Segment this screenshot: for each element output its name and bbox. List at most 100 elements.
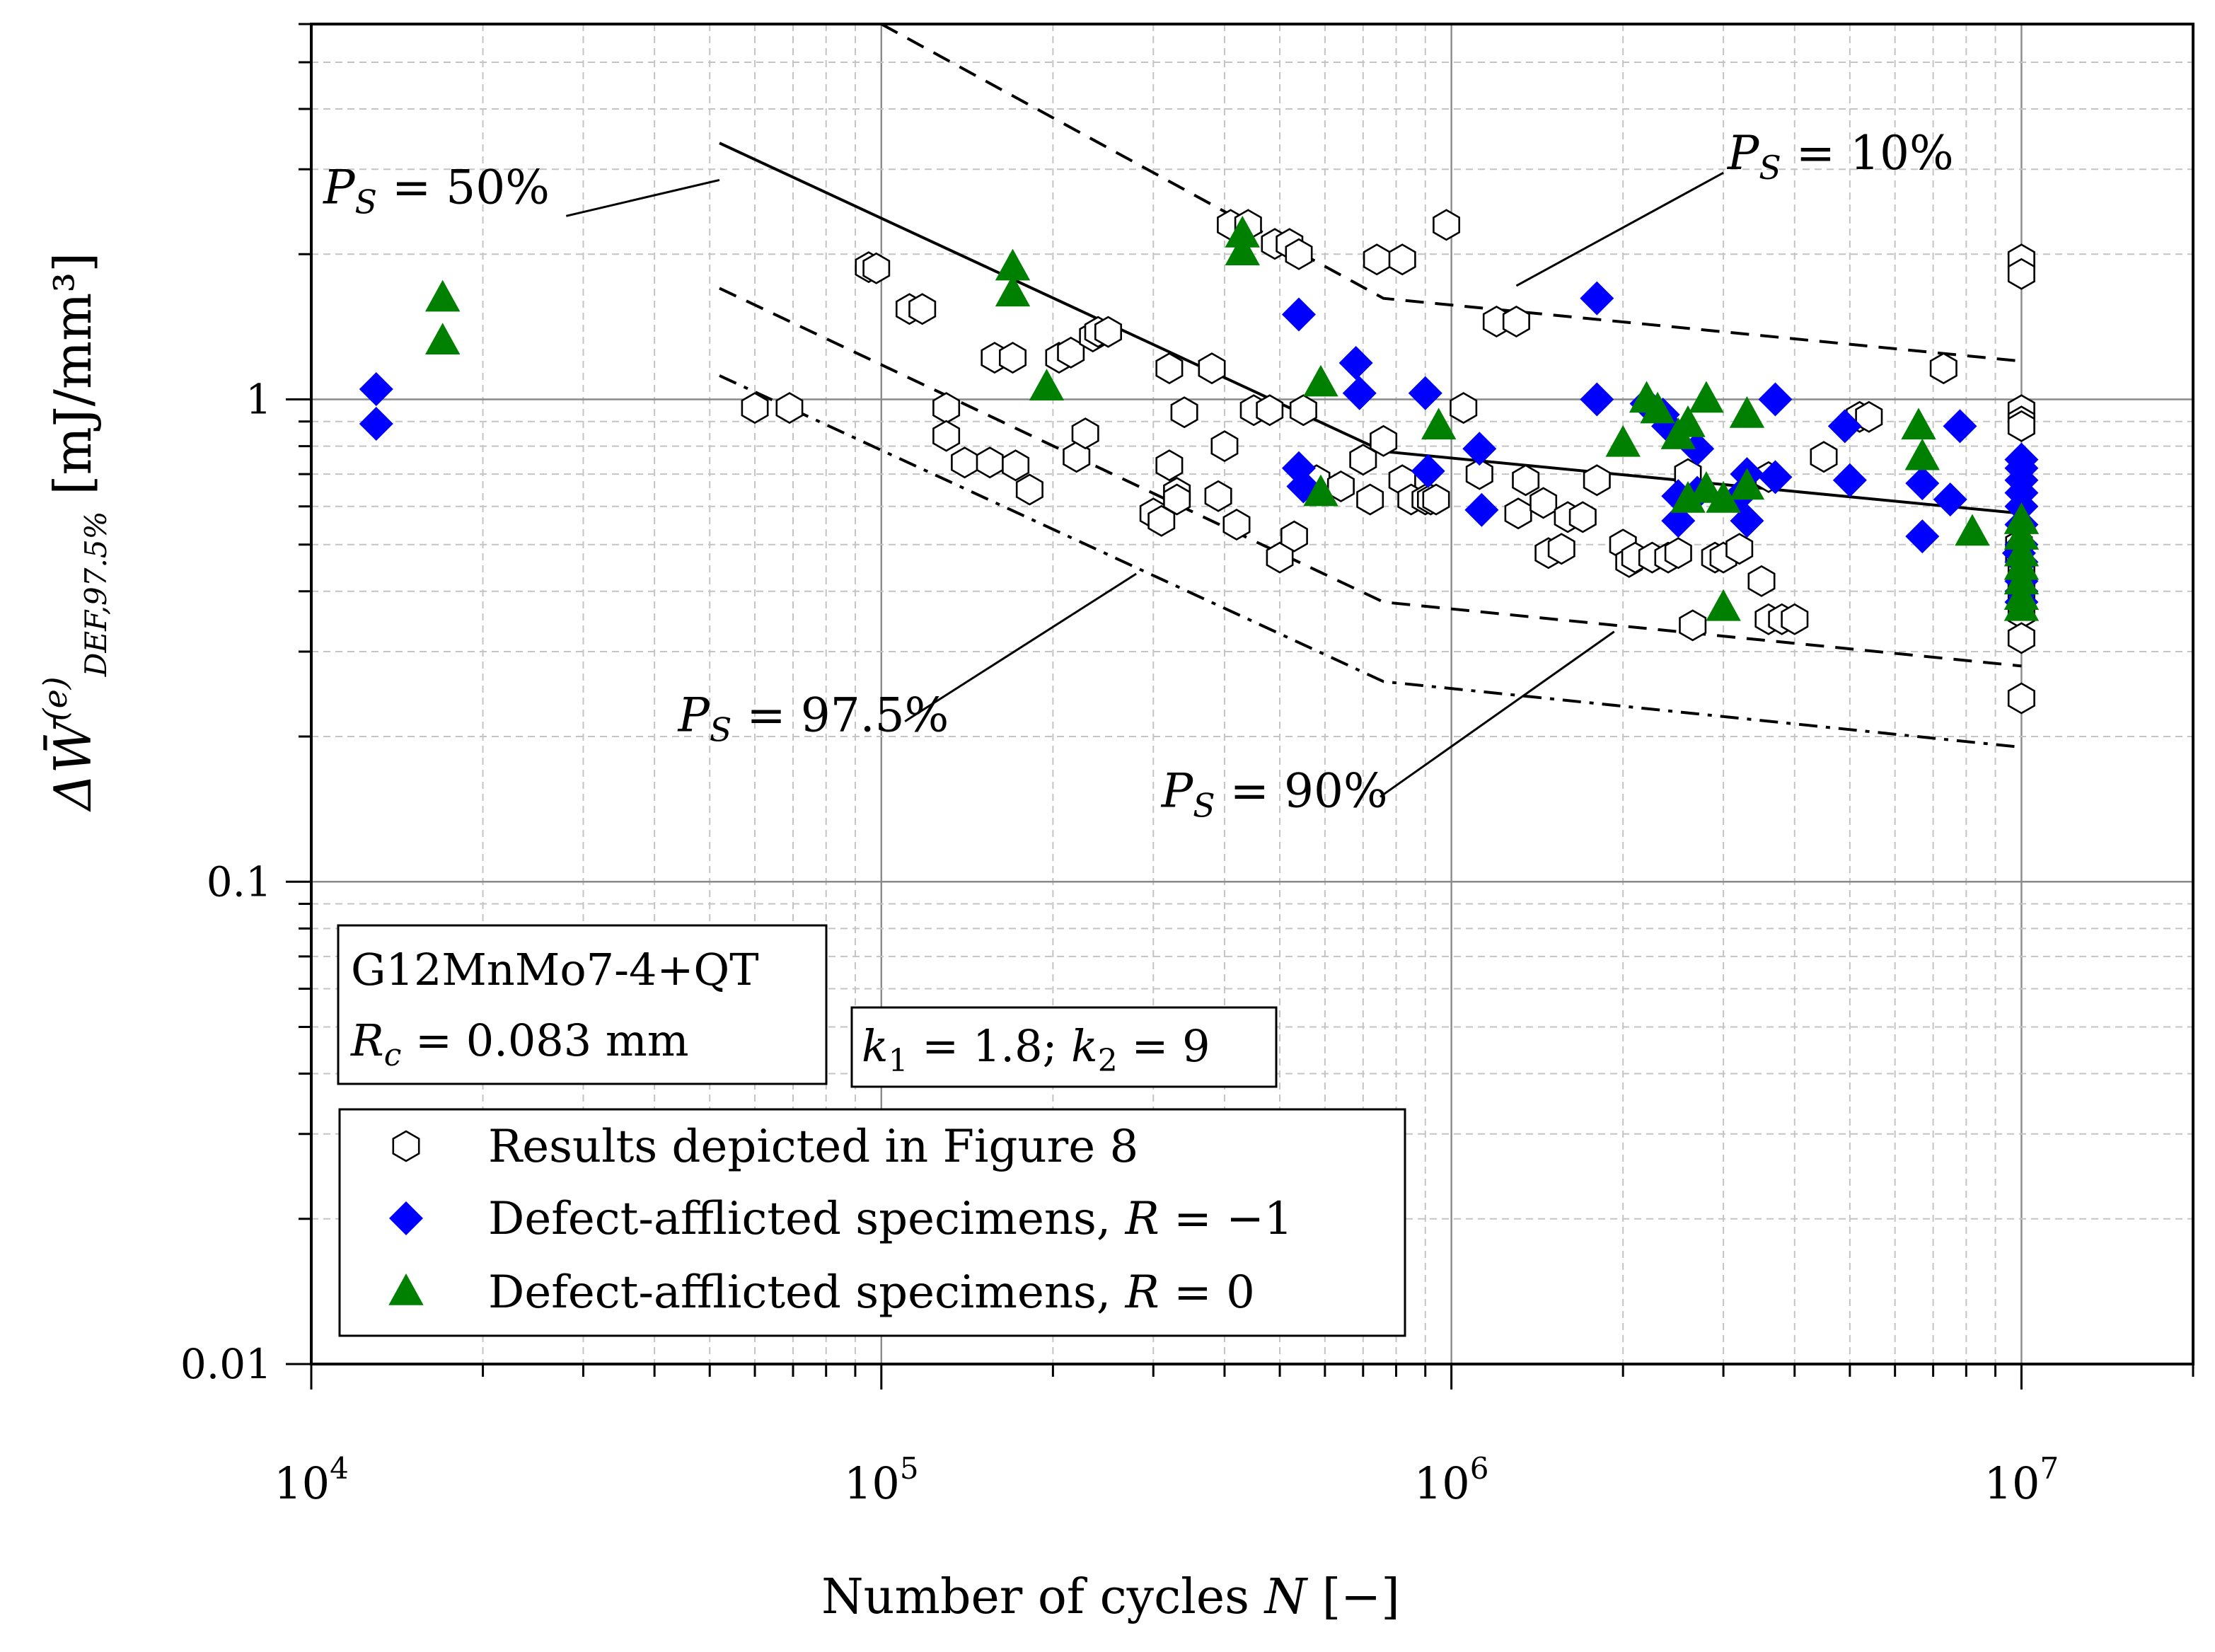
hexagon-data-point [1289, 394, 1317, 427]
hexagon-data-point [1664, 537, 1692, 570]
series-1 [741, 209, 2035, 715]
annotations-layer: PS = 50% PS = 10% PS = 97.5% PS = 90% [323, 126, 1954, 824]
annotation-label-ps975: PS = 97.5% [678, 688, 949, 749]
triangle-data-point [1640, 391, 1675, 424]
triangle-data-point [995, 275, 1031, 307]
material-box-line1: G12MnMo7-4+QT [351, 944, 759, 995]
probability-curve-1 [880, 23, 2022, 363]
hexagon-data-point [1855, 400, 1883, 433]
triangle-data-point [1706, 589, 1741, 621]
hexagon-data-point [1504, 497, 1532, 530]
hexagon-data-point [862, 252, 891, 284]
legend-marker-triangle [388, 1273, 424, 1305]
hexagon-data-point [1583, 464, 1611, 497]
triangle-data-point [1729, 395, 1765, 428]
diamond-data-point [1462, 432, 1497, 466]
hexagon-data-point [1450, 392, 1478, 424]
hexagon-data-point [1222, 508, 1251, 541]
annotation-leader-line [1380, 630, 1615, 798]
data-points-layer [359, 209, 2040, 715]
hexagon-data-point [1929, 352, 1957, 385]
diamond-data-point [1905, 466, 1940, 501]
legend-box [338, 1108, 1406, 1337]
hexagon-data-point [1094, 316, 1122, 348]
hexagon-data-point [1679, 609, 1707, 642]
hexagon-data-point [1725, 533, 1754, 565]
triangle-data-point [1955, 514, 1990, 546]
probability-curve-3 [719, 287, 2022, 668]
hexagon-data-point [775, 392, 804, 424]
diamond-data-point [1281, 297, 1316, 332]
hexagon-data-point [1155, 449, 1184, 482]
diamond-data-point [1832, 463, 1867, 497]
hexagon-data-point [932, 420, 961, 452]
diamond-data-point [1411, 454, 1445, 488]
triangle-data-point [995, 248, 1031, 281]
hexagon-data-point [2007, 622, 2035, 654]
triangle-data-point [1904, 438, 1940, 470]
probability-curve-4 [719, 374, 2022, 749]
hexagon-data-point [1810, 441, 1838, 473]
hexagon-data-point [1170, 396, 1198, 429]
annotation-label-ps90: PS = 90% [1161, 763, 1388, 824]
hexagon-data-point [1326, 470, 1355, 503]
slope-box-text: k1 = 1.8; k2 = 9 [862, 1020, 1210, 1079]
series-2 [359, 281, 2039, 619]
diamond-data-point [1338, 345, 1373, 380]
legend-label-1: Results depicted in Figure 8 [488, 1121, 1138, 1173]
diamond-data-point [1758, 382, 1793, 417]
y-tick-label: 0.1 [207, 857, 272, 906]
triangle-data-point [424, 279, 461, 312]
legend-marker-diamond [389, 1201, 423, 1235]
hexagon-data-point [1002, 449, 1030, 482]
hexagon-data-point [1547, 533, 1575, 565]
diamond-data-point [1408, 376, 1442, 410]
annotation-label-ps10: PS = 10% [1727, 126, 1954, 187]
annotation-leader-line [565, 178, 720, 217]
hexagon-data-point [1781, 603, 1809, 635]
hexagon-data-point [1280, 520, 1308, 553]
triangle-data-point [2003, 518, 2040, 550]
plot-frame-layer [310, 23, 2194, 1365]
diamond-data-point [1758, 460, 1793, 495]
hexagon-data-point [1356, 483, 1384, 516]
x-tick-label: 107 [1984, 1451, 2059, 1509]
diamond-data-point [1827, 409, 1862, 444]
hexagon-data-point [1363, 243, 1391, 276]
hexagon-data-point [2007, 410, 2035, 442]
triangle-data-point [1303, 364, 1338, 397]
hexagon-data-point [1747, 565, 1776, 597]
diamond-data-point [1933, 483, 1967, 517]
hexagon-data-point [1155, 352, 1184, 385]
diamond-data-point [1342, 376, 1377, 410]
hexagon-data-point [1163, 483, 1191, 516]
hexagon-data-point [1502, 305, 1530, 338]
hexagon-data-point [1465, 458, 1493, 490]
annotation-leader-line [1515, 171, 1724, 287]
diamond-data-point [1464, 492, 1499, 527]
slope-box [850, 1006, 1278, 1088]
triangle-data-point [424, 323, 461, 355]
triangle-data-point [1029, 369, 1065, 400]
triangle-data-point [1901, 408, 1936, 440]
hexagon-data-point [1256, 394, 1284, 427]
triangle-data-point [1303, 474, 1338, 507]
legend-label-3: Defect-afflicted specimens, R = 0 [488, 1266, 1255, 1319]
info-boxes-layer: G12MnMo7-4+QT Rc = 0.083 mm k1 = 1.8; k2 =… [337, 924, 1278, 1088]
triangle-data-point [1670, 481, 1706, 513]
diamond-data-point [1905, 519, 1940, 554]
triangle-data-point [1670, 405, 1706, 437]
hexagon-data-point [932, 392, 961, 424]
hexagon-data-point [741, 392, 769, 424]
legend: Results depicted in Figure 8 Defect-affli… [338, 1108, 1406, 1337]
hexagon-data-point [1529, 487, 1558, 519]
series-3 [424, 216, 2040, 621]
material-box-line2: Rc = 0.083 mm [350, 1015, 689, 1073]
annotation-label-ps50: PS = 50% [323, 160, 550, 221]
hexagon-data-point [951, 446, 978, 479]
hexagon-data-point [1422, 483, 1450, 516]
material-box [337, 924, 828, 1085]
triangle-data-point [1225, 216, 1260, 248]
x-tick-label: 105 [844, 1451, 919, 1509]
legend-label-2: Defect-afflicted specimens, R = −1 [488, 1193, 1292, 1245]
